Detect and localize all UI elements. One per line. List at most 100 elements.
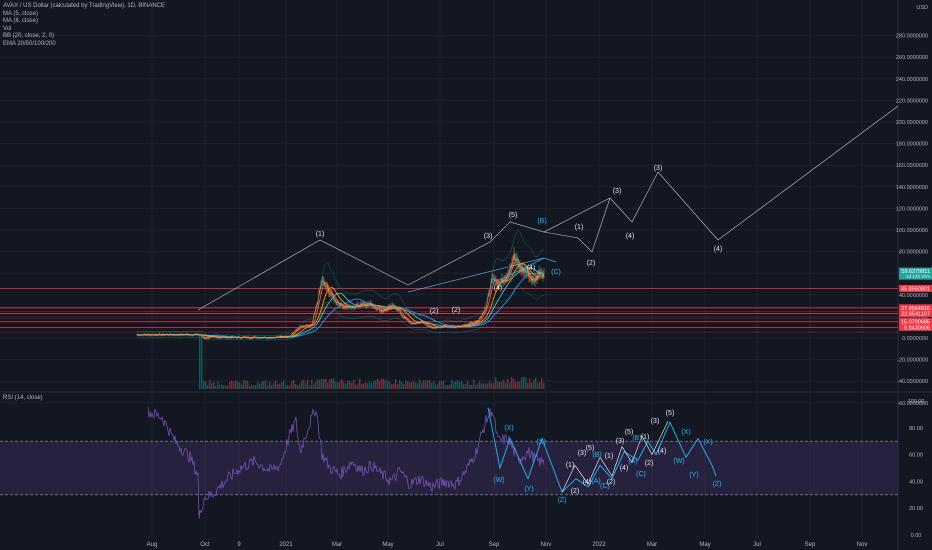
rsi-wave-label: (Z) [713,481,722,488]
volume-bar [499,381,501,389]
volume-bar [213,382,215,389]
price-tick-label: 80.0000000 [899,250,928,256]
rsi-wave-label: (3) [651,418,660,425]
rsi-wave-label: (X) [681,429,690,436]
volume-bar [431,382,433,389]
volume-bar [497,381,499,389]
indicator-ema[interactable]: EMA 20/50/100/200 [3,40,56,47]
volume-bar [355,384,357,389]
level-price-text: 22.6541107 [901,312,930,318]
volume-bar [387,380,389,389]
volume-bar [461,381,463,389]
volume-bar [319,380,321,389]
volume-bar [305,382,307,389]
symbol-title[interactable]: AVAX / US Dollar (calculated by TradingV… [3,3,166,9]
time-tick-label: Jul [753,542,761,548]
volume-bar [351,382,353,389]
rsi-wave-label: (X) [536,439,545,446]
price-tick-label: 140.0000000 [896,185,928,191]
time-tick-label: Nov [541,542,552,548]
volume-bar [227,385,229,389]
volume-bar [269,381,271,389]
volume-bar [441,381,443,389]
volume-bar [209,380,211,389]
price-axis: 280.0000000 260.0000000 240.0000000 220.000… [896,5,932,539]
volume-bar [523,376,525,389]
time-tick-label: Sep [489,542,500,548]
volume-bar [321,378,323,389]
price-tick-label: 220.0000000 [896,98,928,104]
volume-bar [205,381,207,389]
price-tick-label: 120.0000000 [896,206,928,212]
volume-bar [219,384,221,389]
volume-bar [207,384,209,389]
volume-bar [533,379,535,389]
rsi-wave-label: (5) [586,445,595,452]
level-price-badge [899,323,932,331]
volume-bar [479,381,481,389]
indicator-vol[interactable]: Vol [3,25,12,32]
volume-bar [473,380,475,389]
elliott-wave-label: (3) [484,233,493,240]
volume-bar [427,380,429,389]
volume-bar [283,380,285,389]
price-tick-label: -60.0000000 [897,401,928,407]
level-price-text: 15.0790685 [901,320,930,326]
volume-bar [397,383,399,389]
volume-bar [261,381,263,389]
price-tick-label: 200.0000000 [896,120,928,126]
indicator-ma5[interactable]: MA (5, close) [3,10,39,17]
level-price-text: 45.8560801 [901,286,930,292]
volume-bar [345,383,347,389]
volume-bar [339,381,341,389]
indicator-bb[interactable]: BB (20, close, 2, 0) [3,33,55,40]
elliott-wave-label: (3) [654,165,663,172]
volume-bar [411,381,413,389]
volume-bar [413,381,415,389]
volume-bar [469,384,471,389]
volume-bar [435,385,437,389]
ema-50-line [136,263,545,339]
time-tick-label: Oct [200,542,210,548]
volume-bar [509,382,511,389]
volume-bar [343,381,345,389]
volume-bar [363,383,365,389]
elliott-wave-label: (5) [509,212,518,219]
volume-bar [463,384,465,389]
current-price-badge [899,267,932,280]
volume-bar [301,380,303,389]
volume-bar [307,379,309,389]
volume-bar [373,380,375,389]
close-price-line [136,253,545,340]
price-tick-label: -20.0000000 [897,358,928,364]
current-price-countdown: 1d 12h 37m [906,274,930,279]
volume-bar [285,385,287,389]
rsi-indicator-label[interactable]: RSI (14, close) [3,395,43,401]
volume-bar [359,378,361,389]
volume-bar [475,385,477,389]
level-price-badge [899,310,932,318]
volume-bar [267,385,269,389]
volume-bar [517,381,519,389]
volume-bar [235,380,237,389]
current-price-text: 59.6279811 [901,269,930,275]
volume-bar [255,384,257,389]
elliott-wave-line [197,239,409,311]
volume-bar [265,380,267,389]
volume-bar [245,380,247,389]
volume-bar [367,383,369,389]
rsi-wave-label: (A) [628,458,637,465]
volume-bar [329,379,331,389]
indicator-ma8[interactable]: MA (8, close) [3,18,39,25]
elliott-wave-label: (2) [430,308,439,315]
time-tick-label: 2021 [279,542,293,548]
time-tick-label: Nov [857,542,868,548]
volume-bar [353,379,355,389]
volume-bar [489,381,491,389]
volume-bar [275,380,277,389]
rsi-wave-label: (3) [616,438,625,445]
volume-bar [271,385,273,389]
price-tick-label: 40.0000000 [899,293,928,299]
